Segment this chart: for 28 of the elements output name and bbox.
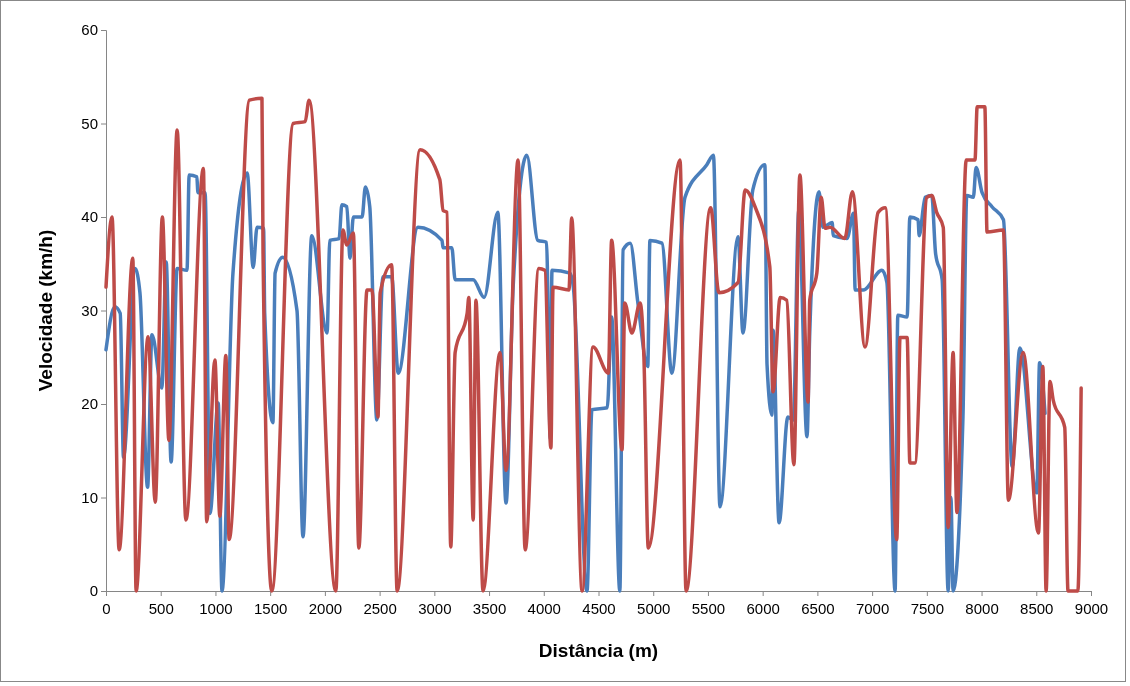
x-tick-label: 8000 [965, 600, 999, 617]
x-tick-label: 6000 [746, 600, 780, 617]
x-tick-label: 6500 [801, 600, 835, 617]
x-tick-label: 5500 [691, 600, 726, 617]
x-tick-label: 500 [148, 600, 174, 617]
x-tick-label: 8500 [1020, 600, 1054, 617]
x-tick-label: 2500 [363, 600, 397, 617]
y-tick-label: 20 [81, 395, 98, 413]
x-tick-label: 4000 [527, 600, 561, 617]
y-tick-label: 0 [89, 582, 98, 600]
x-tick-label: 7500 [910, 600, 945, 617]
x-axis-title: Distância (m) [538, 640, 659, 661]
x-tick-label: 2000 [308, 600, 343, 617]
x-tick-label: 5000 [637, 600, 671, 617]
x-tick-label: 4500 [582, 600, 616, 617]
y-tick-label: 40 [81, 208, 98, 226]
x-tick-label: 3500 [472, 600, 507, 617]
y-axis-title: Velocidade (km/h) [35, 229, 56, 392]
y-tick-label: 10 [81, 488, 98, 506]
x-tick-label: 9000 [1074, 600, 1109, 617]
x-tick-label: 1000 [199, 600, 233, 617]
y-tick-label: 60 [81, 21, 98, 39]
y-tick-label: 30 [81, 301, 98, 319]
x-tick-label: 1500 [253, 600, 288, 617]
x-tick-label: 0 [102, 600, 111, 617]
x-tick-label: 3000 [418, 600, 452, 617]
x-tick-label: 7000 [855, 600, 890, 617]
y-tick-label: 50 [81, 114, 98, 132]
